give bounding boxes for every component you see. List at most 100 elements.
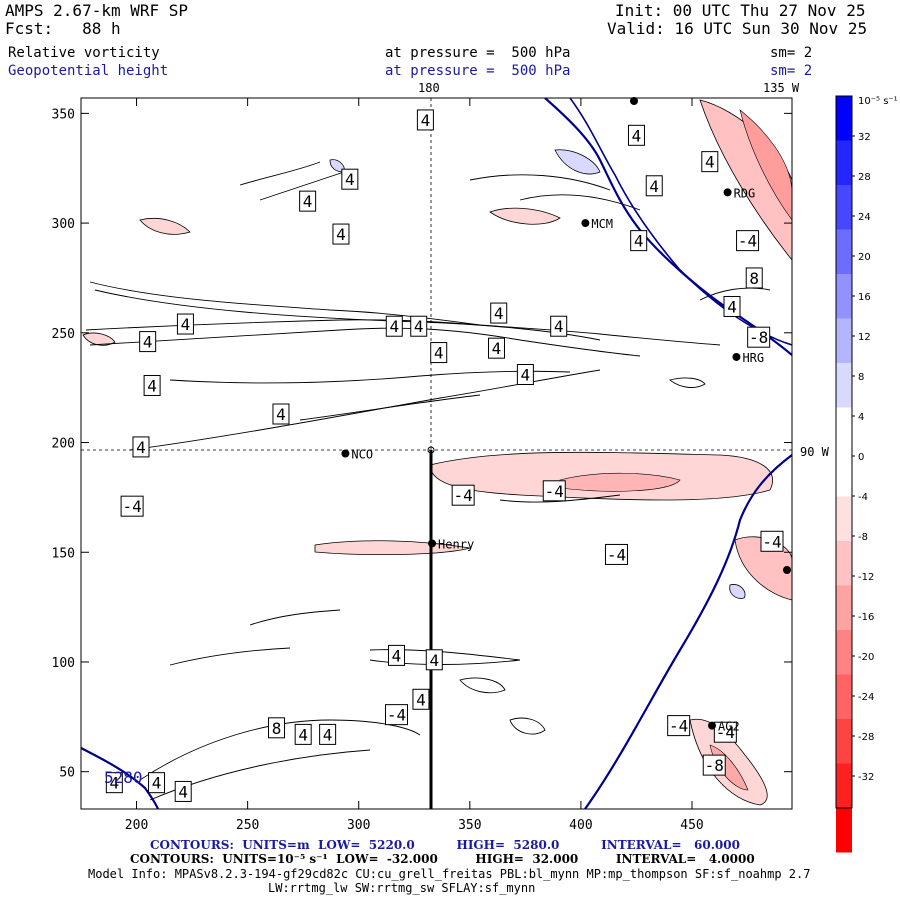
contour-label-box <box>132 436 150 458</box>
colorbar-segment <box>836 229 852 274</box>
pressure-vorticity: at pressure = 500 hPa <box>385 45 571 61</box>
contour-label-box <box>516 364 534 385</box>
plot-background <box>81 98 792 809</box>
colorbar: 32 28 24 20 16 12 8 4 0 -4 -8 -12 -16 -20 -24 -28 -32 <box>835 95 874 853</box>
contour-label: 4 <box>181 315 191 334</box>
contour-label-box <box>645 175 663 197</box>
contour-label: 4 <box>152 774 162 793</box>
contour-label: -4 <box>669 717 688 736</box>
footer-contours-height: CONTOURS: UNITS=m LOW= 5220.0 HIGH= 5280… <box>150 838 740 852</box>
colorbar-segment <box>836 630 852 675</box>
station-marker <box>708 721 717 730</box>
station-marker <box>723 188 732 197</box>
station-label: Henry <box>438 537 474 551</box>
contour-label: 4 <box>727 297 737 316</box>
contour-label-box <box>268 717 286 739</box>
contour-label: 4 <box>110 774 120 793</box>
contour-label: 4 <box>492 339 502 358</box>
lon-label-135w: 135 W <box>763 81 800 95</box>
contour-label-box <box>105 772 123 794</box>
colorbar-segment <box>836 585 852 630</box>
contour-label: 4 <box>392 646 402 665</box>
contour-line <box>259 169 351 201</box>
contour-label: 4 <box>634 232 644 251</box>
colorbar-tick-label: 12 <box>858 332 871 343</box>
lon-label-180: 180 <box>418 81 440 95</box>
negative-vorticity-core-1 <box>559 472 681 492</box>
colorbar-tick-label: -16 <box>858 612 874 623</box>
colorbar-tick-label: -32 <box>858 772 874 783</box>
contour-line <box>139 719 421 781</box>
contour-label-box <box>604 543 628 565</box>
station-label: MCM <box>591 217 613 231</box>
contour-label: -4 <box>762 532 781 551</box>
contour-label: 4 <box>298 725 308 744</box>
colorbar-tick-label: -8 <box>858 532 868 543</box>
contour-line <box>299 394 481 421</box>
contour-label: -4 <box>607 545 626 564</box>
lon-label-90w: 90 W <box>800 445 830 459</box>
colorbar-segment <box>836 185 852 230</box>
contour-label: 4 <box>434 344 444 363</box>
contour-line <box>239 161 321 186</box>
contour-label: 4 <box>632 126 642 145</box>
contour-label-box <box>299 190 317 212</box>
y-tick-label: 150 <box>52 546 75 561</box>
y-tick-label: 100 <box>52 656 75 671</box>
contour-label-box <box>148 772 166 794</box>
colorbar-tick-label: 28 <box>858 172 871 183</box>
negative-vorticity-west <box>82 332 116 346</box>
smoothing-vorticity: sm= 2 <box>770 45 813 61</box>
colorbar-segment <box>836 763 852 808</box>
negative-vorticity-mcm <box>489 207 561 225</box>
contour-label-box <box>760 530 784 552</box>
contour-label: 4 <box>494 304 504 323</box>
colorbar-tick-label: -28 <box>858 732 874 743</box>
valid-time: Valid: 16 UTC Sun 30 Nov 25 <box>607 19 868 38</box>
station-marker <box>428 539 437 548</box>
pole-marker <box>427 446 435 454</box>
contour-label-box <box>143 374 161 396</box>
contour-line <box>89 281 721 346</box>
colorbar-tick-label: 24 <box>858 212 871 223</box>
contour-line <box>85 319 481 331</box>
contour-label-box <box>747 326 771 348</box>
contour-label-box <box>451 484 475 506</box>
station-marker <box>581 219 590 228</box>
colorbar-segment <box>836 318 852 363</box>
contour-label: 8 <box>272 719 282 738</box>
contour-label: -4 <box>716 723 735 742</box>
contour-label: 4 <box>136 438 146 457</box>
colorbar-tick-label: 16 <box>858 292 871 303</box>
x-tick-label: 350 <box>458 818 481 833</box>
x-tick-label: 300 <box>347 818 370 833</box>
y-tick-label: 300 <box>52 217 75 232</box>
colorbar-segment <box>836 808 852 853</box>
positive-vorticity-patch <box>554 149 601 175</box>
contour-label: -4 <box>738 232 757 251</box>
height-contour-label: 5280 <box>104 768 143 787</box>
station-label: NCO <box>351 448 373 462</box>
contour-label-box <box>412 688 430 710</box>
coastline-southwest <box>81 747 160 809</box>
contour-line <box>129 369 601 451</box>
station-label: AG2 <box>718 720 740 734</box>
contour-label: -8 <box>749 328 768 347</box>
colorbar-segment <box>836 541 852 586</box>
colorbar-segment <box>836 719 852 764</box>
contour-label-box <box>319 723 337 745</box>
contour-line <box>369 649 521 665</box>
contour-label-box <box>550 315 568 337</box>
contour-label-box <box>430 342 448 364</box>
contour-label-box <box>174 780 192 802</box>
positive-vorticity-patch-2 <box>729 584 746 599</box>
colorbar-segment <box>836 274 852 319</box>
contour-label-box <box>542 480 566 502</box>
station-layer: MCM RDG HRG NCO Henry AG2 <box>341 97 791 734</box>
contour-label-box <box>723 295 741 317</box>
contour-line <box>669 377 706 388</box>
contour-label: 4 <box>178 782 188 801</box>
y-tick-label: 50 <box>59 766 75 781</box>
